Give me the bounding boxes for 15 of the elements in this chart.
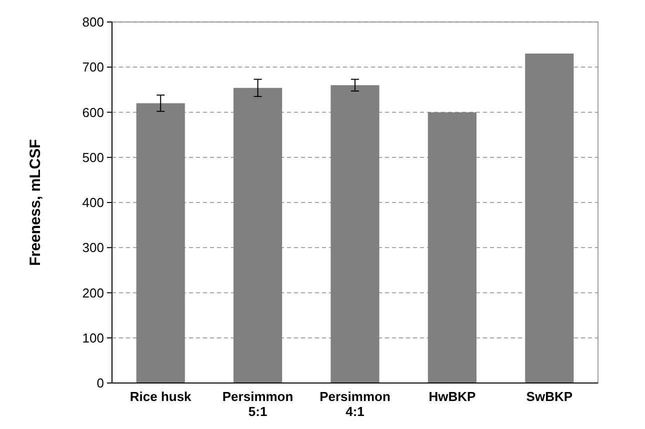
y-tick-label: 500 — [82, 150, 104, 165]
y-tick-label: 600 — [82, 104, 104, 120]
y-axis-title: Freeness, mLCSF — [27, 139, 44, 266]
x-tick-label: SwBKP — [526, 389, 573, 404]
y-tick-label: 100 — [82, 330, 104, 346]
x-tick-label: Rice husk — [130, 389, 192, 404]
y-tick-label: 800 — [82, 14, 104, 30]
y-tick-label: 0 — [96, 376, 104, 391]
y-tick-label: 400 — [82, 195, 104, 210]
y-tick-label: 300 — [82, 240, 104, 256]
y-tick-label: 200 — [82, 285, 104, 300]
x-tick-label: Persimmon 4:1 — [320, 389, 390, 419]
y-tick-label: 700 — [82, 60, 104, 75]
x-tick-label: HwBKP — [428, 389, 476, 404]
x-tick-label: Persimmon 5:1 — [222, 389, 294, 419]
